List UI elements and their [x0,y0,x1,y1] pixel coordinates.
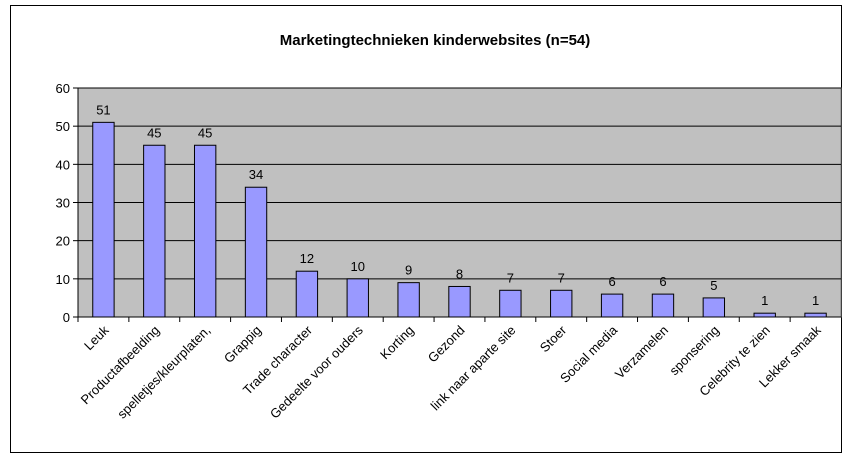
y-tick-label: 50 [56,119,70,134]
bar [702,297,726,318]
bar [92,121,115,318]
bar [804,312,827,318]
bar [244,186,268,318]
data-label: 8 [456,266,463,281]
data-label: 12 [300,251,314,266]
data-label: 9 [405,263,412,278]
data-label: 10 [351,259,365,274]
y-tick-label: 20 [56,234,70,249]
y-tick-label: 30 [56,196,70,211]
data-label: 1 [761,293,768,308]
data-label: 34 [249,167,263,182]
bar [448,285,471,318]
bar [143,144,166,318]
bar [499,289,522,318]
bar [193,144,217,318]
data-label: 51 [96,102,110,117]
data-label: 7 [558,270,565,285]
bar [753,312,776,318]
data-label: 1 [812,293,819,308]
bar [550,289,573,318]
bar [346,278,369,318]
data-label: 45 [147,125,161,140]
y-tick-label: 60 [56,81,70,96]
y-tick-label: 40 [56,157,70,172]
data-label: 6 [608,274,615,289]
data-label: 7 [507,270,514,285]
bar [397,282,420,318]
bar [600,293,624,318]
bar [651,293,675,318]
data-label: 45 [198,125,212,140]
y-tick-label: 0 [63,310,70,325]
bar [295,270,319,318]
chart-title: Marketingtechnieken kinderwebsites (n=54… [280,32,591,49]
data-label: 5 [710,278,717,293]
y-tick-label: 10 [56,272,70,287]
data-label: 6 [659,274,666,289]
